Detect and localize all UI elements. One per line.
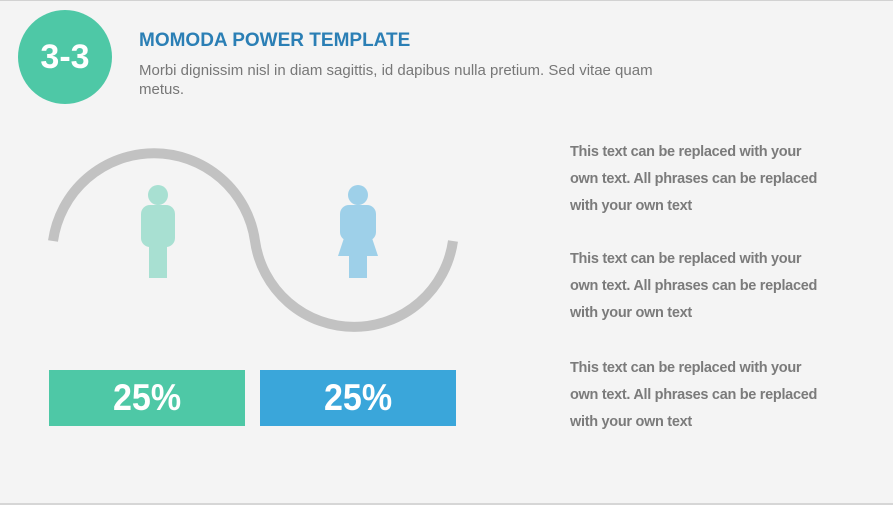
stat-value-female: 25% [323, 377, 393, 418]
stat-value-male: 25% [112, 377, 182, 418]
male-person-icon [141, 185, 175, 278]
female-person-icon [338, 185, 378, 278]
text-block-1: This text can be replaced with your own … [570, 144, 818, 214]
top-divider [0, 0, 893, 1]
stat-box-female: 25% [260, 370, 456, 426]
text-block-3: This text can be replaced with your own … [570, 360, 818, 430]
section-badge: 3-3 [18, 10, 112, 104]
section-badge-label: 3-3 [40, 37, 90, 76]
bottom-divider [0, 503, 893, 505]
page-subtitle: Morbi dignissim nisl in diam sagittis, i… [139, 62, 653, 98]
page-title: MOMODA POWER TEMPLATE [139, 30, 411, 51]
wave-line [48, 148, 458, 332]
text-block-2: This text can be replaced with your own … [570, 251, 818, 321]
stat-box-male: 25% [49, 370, 245, 426]
